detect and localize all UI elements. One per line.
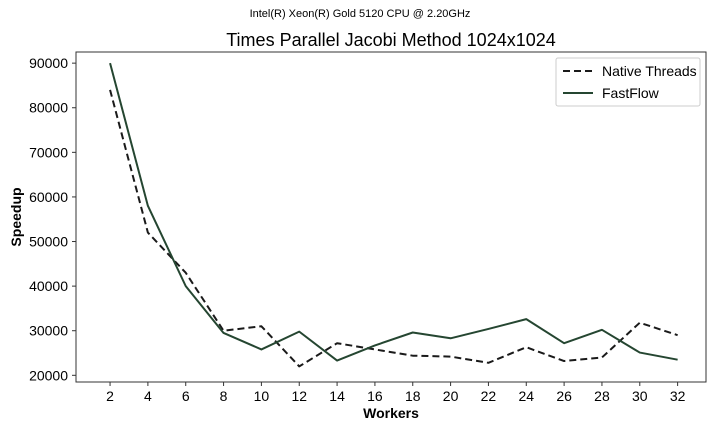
y-axis-label: Speedup — [8, 187, 24, 246]
x-tick-label: 24 — [518, 388, 534, 404]
y-axis-ticks: 20000 30000 40000 50000 60000 70000 80000 90000 — [29, 55, 76, 383]
x-tick-label: 10 — [254, 388, 270, 404]
y-tick-label: 80000 — [29, 100, 68, 116]
y-tick-label: 60000 — [29, 189, 68, 205]
x-tick-label: 28 — [594, 388, 610, 404]
series-line-fastflow — [109, 62, 678, 362]
y-tick-label: 40000 — [29, 278, 68, 294]
x-tick-label: 16 — [367, 388, 383, 404]
y-tick-label: 70000 — [29, 144, 68, 160]
x-tick-label: 2 — [106, 388, 114, 404]
chart-suptitle: Intel(R) Xeon(R) Gold 5120 CPU @ 2.20GHz — [250, 8, 471, 20]
y-tick-label: 20000 — [29, 367, 68, 383]
x-axis-ticks: 2 4 6 8 10 12 14 16 18 20 22 24 26 28 30 32 — [106, 382, 686, 404]
y-tick-label: 50000 — [29, 234, 68, 250]
x-tick-label: 22 — [481, 388, 497, 404]
x-tick-label: 12 — [291, 388, 307, 404]
x-tick-label: 8 — [220, 388, 228, 404]
legend: Native Threads FastFlow — [555, 57, 701, 107]
x-tick-label: 30 — [632, 388, 648, 404]
x-tick-label: 14 — [329, 388, 345, 404]
series-line-native-threads — [109, 89, 678, 368]
x-axis-label: Workers — [363, 405, 419, 421]
x-tick-label: 20 — [443, 388, 459, 404]
plot-frame — [75, 51, 707, 383]
legend-label-native-threads: Native Threads — [602, 63, 697, 79]
y-tick-label: 30000 — [29, 323, 68, 339]
x-tick-label: 18 — [405, 388, 421, 404]
chart-title: Times Parallel Jacobi Method 1024x1024 — [226, 30, 556, 50]
legend-label-fastflow: FastFlow — [602, 85, 660, 101]
x-tick-label: 6 — [182, 388, 190, 404]
x-tick-label: 32 — [670, 388, 686, 404]
series-lines — [109, 62, 678, 368]
x-tick-label: 26 — [556, 388, 572, 404]
x-tick-label: 4 — [144, 388, 152, 404]
y-tick-label: 90000 — [29, 55, 68, 71]
